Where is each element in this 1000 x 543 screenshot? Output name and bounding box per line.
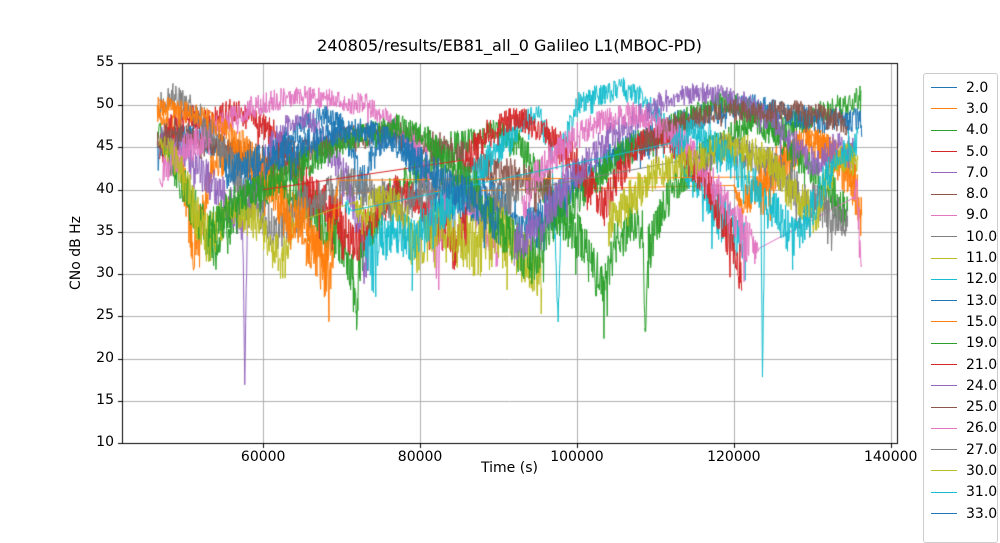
legend-line-swatch <box>931 449 957 451</box>
legend-line-swatch <box>931 427 957 429</box>
x-tick-label: 80000 <box>397 449 443 465</box>
legend-line-swatch <box>931 342 957 344</box>
x-tick-label: 60000 <box>240 449 286 465</box>
legend-entry: 33.0 <box>931 503 997 524</box>
legend-line-swatch <box>931 87 957 89</box>
legend-entry: 3.0 <box>931 98 997 119</box>
x-tick-label: 120000 <box>707 449 761 465</box>
y-tick-label: 45 <box>96 138 114 155</box>
legend: 2.0 3.0 4.0 5.0 7.0 8.0 9.0 10.0 11.0 12.0 13.0 15.… <box>923 73 998 543</box>
legend-entry: 24.0 <box>931 375 997 396</box>
chart-plot-area <box>0 0 1000 500</box>
legend-entry-label: 26.0 <box>966 420 998 437</box>
legend-entry-label: 19.0 <box>966 335 998 352</box>
legend-entry-label: 33.0 <box>966 505 998 522</box>
legend-entry-label: 21.0 <box>966 356 998 373</box>
legend-line-swatch <box>931 300 957 302</box>
legend-line-swatch <box>931 129 957 131</box>
legend-entry-label: 8.0 <box>966 186 989 203</box>
legend-line-swatch <box>931 278 957 280</box>
legend-entry-label: 3.0 <box>966 100 989 117</box>
legend-entry: 21.0 <box>931 354 997 375</box>
legend-entry: 27.0 <box>931 439 997 460</box>
legend-line-swatch <box>931 385 957 387</box>
x-tick-label: 100000 <box>550 449 604 465</box>
legend-entry: 4.0 <box>931 120 997 141</box>
legend-entry-label: 9.0 <box>966 207 989 224</box>
x-tick-label: 140000 <box>863 449 918 465</box>
legend-entry: 8.0 <box>931 183 997 204</box>
legend-entry: 31.0 <box>931 482 997 503</box>
legend-entry-label: 31.0 <box>966 484 998 501</box>
legend-entry-label: 25.0 <box>966 399 998 416</box>
y-tick-label: 55 <box>96 54 114 70</box>
y-tick-label: 20 <box>96 349 114 366</box>
legend-line-swatch <box>931 513 957 515</box>
y-tick-label: 50 <box>96 96 114 113</box>
legend-entry-label: 24.0 <box>966 377 998 394</box>
y-tick-label: 25 <box>96 307 114 324</box>
y-tick-label: 30 <box>96 265 114 282</box>
legend-entry: 26.0 <box>931 418 997 439</box>
legend-entry: 13.0 <box>931 290 997 311</box>
legend-line-swatch <box>931 151 957 153</box>
legend-entry: 12.0 <box>931 269 997 290</box>
legend-entry-label: 4.0 <box>966 122 989 139</box>
legend-entry: 25.0 <box>931 396 997 417</box>
legend-entry: 2.0 <box>931 77 997 98</box>
legend-entry: 5.0 <box>931 141 997 162</box>
legend-line-swatch <box>931 193 957 195</box>
legend-entry-label: 27.0 <box>966 441 998 458</box>
legend-line-swatch <box>931 491 957 493</box>
legend-entry-label: 11.0 <box>966 250 998 267</box>
legend-line-swatch <box>931 108 957 110</box>
legend-entry: 15.0 <box>931 311 997 332</box>
legend-entry-label: 5.0 <box>966 143 989 160</box>
legend-entry-label: 15.0 <box>966 313 998 330</box>
legend-entry: 30.0 <box>931 460 997 481</box>
legend-entry-label: 13.0 <box>966 292 998 309</box>
legend-line-swatch <box>931 214 957 216</box>
legend-entry-label: 7.0 <box>966 164 989 181</box>
legend-entry-label: 10.0 <box>966 228 998 245</box>
y-tick-label: 40 <box>96 180 114 197</box>
legend-line-swatch <box>931 406 957 408</box>
legend-line-swatch <box>931 257 957 259</box>
legend-line-swatch <box>931 321 957 323</box>
legend-line-swatch <box>931 236 957 238</box>
legend-entry: 7.0 <box>931 162 997 183</box>
legend-entry-label: 2.0 <box>966 79 989 96</box>
legend-entry-label: 12.0 <box>966 271 998 288</box>
legend-line-swatch <box>931 470 957 472</box>
legend-line-swatch <box>931 172 957 174</box>
legend-entry: 11.0 <box>931 247 997 268</box>
legend-entry: 9.0 <box>931 205 997 226</box>
legend-entry-label: 30.0 <box>966 462 998 479</box>
legend-line-swatch <box>931 364 957 365</box>
chart-title: 240805/results/EB81_all_0 Galileo L1(MBO… <box>317 36 702 55</box>
y-tick-label: 35 <box>96 222 114 239</box>
y-tick-label: 15 <box>96 391 114 408</box>
y-tick-label: 10 <box>96 434 114 450</box>
legend-entry: 19.0 <box>931 333 997 354</box>
x-axis-label: Time (s) <box>481 460 538 476</box>
legend-entry: 10.0 <box>931 226 997 247</box>
